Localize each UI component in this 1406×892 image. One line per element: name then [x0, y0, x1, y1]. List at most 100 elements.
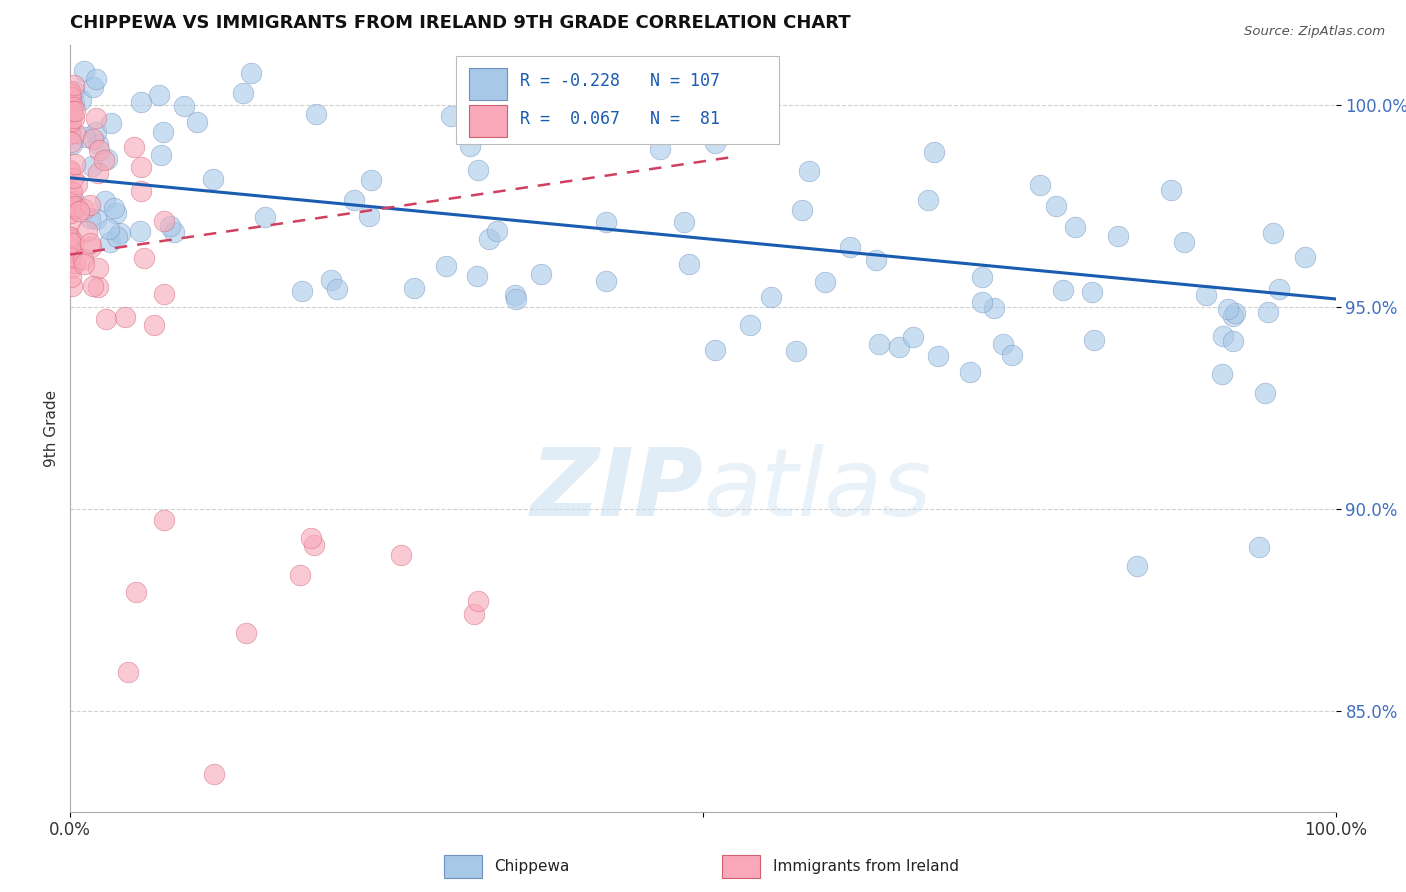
Point: [72, 252, 94, 266]
Point: [63, 157, 86, 171]
Point: [59, 113, 82, 128]
Point: [703, 343, 725, 358]
Point: [648, 142, 671, 156]
Point: [159, 219, 181, 234]
Point: [117, 665, 139, 679]
Point: [59, 230, 82, 244]
Point: [63, 96, 86, 111]
Point: [59, 163, 82, 178]
Point: [163, 225, 186, 239]
Point: [485, 224, 508, 238]
Point: [792, 202, 814, 217]
Point: [65, 103, 87, 118]
Point: [62, 171, 84, 186]
Point: [1107, 229, 1129, 244]
Point: [80, 240, 103, 254]
Point: [89, 144, 111, 158]
Point: [86, 136, 108, 151]
Point: [73, 130, 96, 145]
Point: [59, 233, 82, 247]
Point: [59, 230, 82, 244]
Point: [440, 109, 463, 123]
Point: [814, 275, 837, 289]
Point: [79, 198, 101, 212]
Point: [903, 330, 925, 344]
Point: [67, 203, 90, 218]
Point: [305, 107, 328, 121]
Point: [59, 127, 82, 141]
FancyBboxPatch shape: [470, 105, 508, 137]
Point: [993, 337, 1015, 351]
Point: [86, 280, 108, 294]
Point: [1218, 301, 1240, 316]
Point: [1173, 235, 1195, 250]
Point: [98, 222, 121, 236]
Point: [59, 87, 82, 102]
Point: [1045, 199, 1067, 213]
Point: [105, 205, 128, 219]
Point: [82, 132, 104, 146]
Point: [60, 135, 83, 149]
Point: [65, 256, 87, 270]
Point: [76, 225, 98, 239]
Point: [94, 312, 117, 326]
Point: [87, 260, 110, 275]
Point: [63, 78, 86, 92]
Point: [1253, 386, 1275, 401]
Point: [128, 224, 150, 238]
Point: [673, 215, 696, 229]
Point: [1080, 285, 1102, 300]
Point: [59, 270, 82, 285]
Point: [60, 104, 83, 119]
Point: [404, 281, 426, 295]
Point: [59, 229, 82, 244]
Point: [98, 235, 121, 249]
Point: [63, 126, 86, 140]
Point: [108, 227, 131, 241]
Point: [1261, 226, 1284, 240]
Point: [59, 200, 82, 214]
Point: [87, 166, 110, 180]
Point: [465, 268, 488, 283]
Point: [738, 318, 761, 333]
Point: [62, 100, 84, 114]
Point: [1257, 305, 1279, 319]
Point: [59, 194, 82, 209]
Point: [79, 236, 101, 251]
Point: [59, 240, 82, 254]
Point: [1195, 288, 1218, 302]
Point: [173, 99, 195, 113]
Point: [239, 66, 262, 80]
FancyBboxPatch shape: [723, 855, 761, 879]
Point: [60, 278, 83, 293]
Point: [922, 145, 945, 160]
Y-axis label: 9th Grade: 9th Grade: [44, 390, 59, 467]
Point: [917, 194, 939, 208]
Text: atlas: atlas: [703, 444, 931, 535]
Point: [153, 286, 176, 301]
Point: [59, 164, 82, 178]
Point: [65, 178, 87, 192]
Point: [59, 84, 82, 98]
FancyBboxPatch shape: [456, 56, 779, 145]
Point: [299, 531, 322, 545]
Point: [59, 205, 82, 219]
Point: [1267, 282, 1289, 296]
Point: [124, 585, 146, 599]
Point: [678, 257, 700, 271]
Point: [59, 243, 82, 257]
Point: [704, 136, 727, 151]
Point: [103, 201, 125, 215]
Point: [65, 199, 87, 213]
Point: [505, 293, 527, 307]
Point: [927, 350, 949, 364]
Point: [202, 766, 225, 780]
Point: [82, 159, 104, 173]
Point: [122, 140, 145, 154]
Point: [60, 137, 83, 152]
Point: [1064, 219, 1087, 234]
Point: [1028, 178, 1050, 192]
Point: [59, 119, 82, 133]
Point: [60, 90, 83, 104]
Point: [73, 257, 96, 271]
